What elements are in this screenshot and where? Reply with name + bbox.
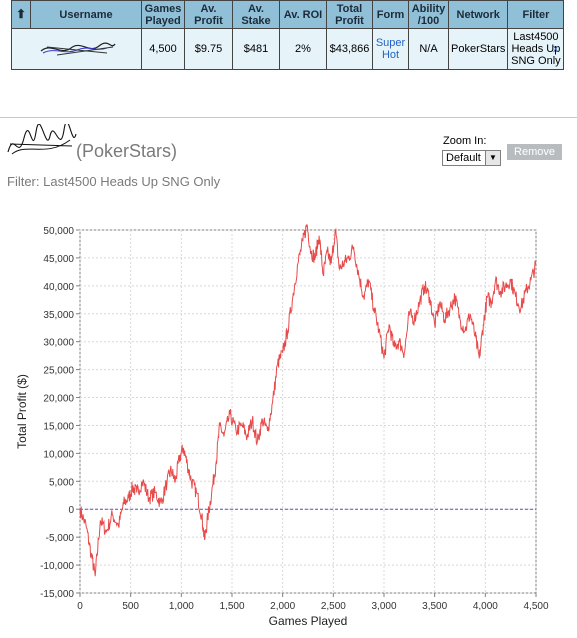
x-tick-label: 4,000 [473,601,498,612]
remove-button[interactable]: Remove [507,144,562,160]
username-cell[interactable] [11,28,142,70]
form-cell[interactable]: Super Hot [372,28,409,70]
filter-cell: Last4500 Heads Up SNG Only [507,28,565,70]
zoom-select[interactable]: Default ▼ [442,150,501,166]
av-roi-cell: 2% [279,28,327,70]
zoom-label: Zoom In: [443,135,487,147]
av-profit-cell: $9.75 [184,28,233,70]
header-games-played[interactable]: Games Played [141,0,185,29]
header-av-profit[interactable]: Av. Profit [184,0,233,29]
filter-description: Filter: Last4500 Heads Up SNG Only [7,174,221,189]
plot-area [79,229,537,594]
chevron-down-icon[interactable]: ▼ [485,151,500,165]
section-divider [0,117,577,118]
y-tick-label: 5,000 [49,477,74,488]
y-tick-label: -10,000 [40,561,74,572]
y-tick-label: 0 [68,505,74,516]
y-tick-label: 30,000 [43,338,74,349]
remove-row-link[interactable]: x [553,43,559,55]
y-tick-label: 15,000 [43,421,74,432]
av-stake-cell: $481 [232,28,280,70]
form-link[interactable]: Super Hot [375,37,406,61]
header-network[interactable]: Network [447,0,509,29]
header-filter[interactable]: Filter [507,0,565,29]
zoom-select-value: Default [446,152,481,164]
header-form[interactable]: Form [372,0,409,29]
redacted-username-scribble [40,42,115,56]
header-username[interactable]: Username [30,0,142,29]
header-av-stake[interactable]: Av. Stake [232,0,280,29]
y-tick-label: 50,000 [43,226,74,237]
redacted-player-name-scribble [7,124,77,155]
x-axis-label: Games Played [269,614,348,628]
network-cell: PokerStars [447,28,509,70]
ability-cell: N/A [408,28,449,70]
header-total-profit[interactable]: Total Profit [326,0,373,29]
x-tick-label: 4,500 [523,601,548,612]
x-tick-label: 1,500 [219,601,244,612]
y-tick-label: 25,000 [43,366,74,377]
y-tick-label: -5,000 [46,533,75,544]
profit-series-line [79,224,537,577]
profit-line-chart: -15,000 -10,000 -5,000 0 5,000 10,000 15,000 20… [15,224,549,628]
y-tick-label: 10,000 [43,449,74,460]
y-axis-label: Total Profit ($) [15,374,29,449]
table-header-row: ⬆ Username Games Played Av. Profit Av. S… [11,0,565,29]
y-tick-label: 40,000 [43,282,74,293]
x-tick-label: 1,000 [169,601,194,612]
y-tick-label: -15,000 [40,589,74,600]
y-tick-label: 20,000 [43,394,74,405]
x-tick-label: 0 [77,601,83,612]
x-tick-label: 2,500 [321,601,346,612]
y-tick-label: 45,000 [43,254,74,265]
x-tick-label: 2,000 [270,601,295,612]
player-title: (PokerStars) [76,141,178,161]
sort-arrow-icon[interactable]: ⬆ [11,0,31,29]
table-row: 4,500 $9.75 $481 2% $43,866 Super Hot N/… [11,28,565,70]
total-profit-cell: $43,866 [326,28,373,70]
x-tick-label: 3,500 [422,601,447,612]
player-stats-table: ⬆ Username Games Played Av. Profit Av. S… [11,0,565,70]
games-played-cell: 4,500 [141,28,185,70]
y-tick-label: 35,000 [43,310,74,321]
x-tick-label: 3,000 [371,601,396,612]
header-ability[interactable]: Ability /100 [408,0,449,29]
x-tick-label: 500 [122,601,139,612]
header-av-roi[interactable]: Av. ROI [279,0,327,29]
